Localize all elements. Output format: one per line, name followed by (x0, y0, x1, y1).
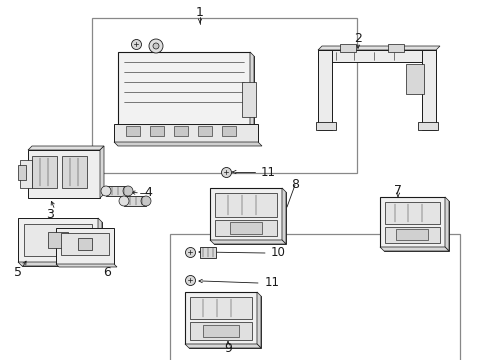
Bar (126, 126, 140, 136)
Bar (106, 186, 128, 196)
Bar (421, 50, 435, 130)
Bar (28, 150, 100, 198)
Bar (124, 196, 146, 206)
Bar (24, 224, 92, 256)
Text: 8: 8 (290, 179, 298, 192)
Bar (222, 126, 236, 136)
Bar (317, 50, 435, 62)
Circle shape (123, 186, 133, 196)
Bar (92, 18, 356, 173)
Bar (198, 126, 212, 136)
Text: 4: 4 (144, 186, 152, 199)
Bar (118, 52, 249, 134)
Polygon shape (18, 262, 102, 266)
Circle shape (101, 186, 111, 196)
Bar (384, 202, 439, 224)
Polygon shape (249, 52, 253, 138)
Text: 2: 2 (353, 31, 361, 45)
Bar (174, 126, 187, 136)
Bar (18, 218, 98, 262)
Bar (114, 124, 258, 142)
Bar (405, 64, 423, 94)
Bar (22, 222, 102, 266)
Polygon shape (209, 240, 285, 244)
Text: 11: 11 (264, 276, 279, 289)
Bar (62, 156, 87, 188)
Bar (229, 222, 262, 234)
Bar (18, 165, 26, 180)
Text: 1: 1 (196, 6, 203, 19)
Bar (215, 193, 276, 217)
Polygon shape (28, 146, 104, 150)
Bar (32, 156, 57, 188)
Bar (315, 122, 335, 130)
Text: 11: 11 (260, 166, 275, 179)
Polygon shape (184, 344, 261, 348)
Text: 6: 6 (103, 266, 111, 279)
Text: 5: 5 (14, 266, 22, 279)
Polygon shape (98, 218, 102, 266)
Circle shape (153, 43, 159, 49)
Polygon shape (114, 142, 262, 146)
Polygon shape (282, 188, 285, 244)
Polygon shape (56, 264, 117, 267)
Circle shape (149, 39, 163, 53)
Bar (190, 322, 251, 340)
Polygon shape (444, 197, 448, 251)
Polygon shape (379, 247, 448, 251)
Circle shape (119, 196, 129, 206)
Bar (384, 227, 439, 243)
Bar (379, 197, 444, 247)
Text: 3: 3 (46, 207, 54, 220)
Polygon shape (257, 292, 261, 348)
Bar (190, 297, 251, 319)
Text: 9: 9 (224, 342, 231, 355)
Bar (78, 238, 92, 250)
Bar (383, 201, 448, 251)
Circle shape (141, 196, 151, 206)
Bar (215, 220, 276, 236)
Bar (395, 229, 427, 240)
Bar (122, 56, 253, 138)
Bar (209, 188, 282, 240)
Bar (387, 44, 403, 52)
Bar (48, 232, 68, 248)
Polygon shape (317, 46, 439, 50)
Bar (61, 233, 109, 255)
Bar (150, 126, 163, 136)
Bar (242, 82, 256, 117)
Bar (417, 122, 437, 130)
Bar (317, 50, 331, 130)
Bar (170, 234, 459, 360)
Polygon shape (100, 146, 104, 198)
Bar (214, 192, 285, 244)
Bar (203, 325, 239, 337)
Bar (200, 247, 216, 258)
Bar (339, 44, 355, 52)
Text: 7: 7 (393, 184, 401, 197)
Bar (189, 296, 261, 348)
Text: 10: 10 (270, 247, 285, 260)
Bar (20, 160, 32, 188)
Bar (184, 292, 257, 344)
Bar (56, 228, 114, 264)
